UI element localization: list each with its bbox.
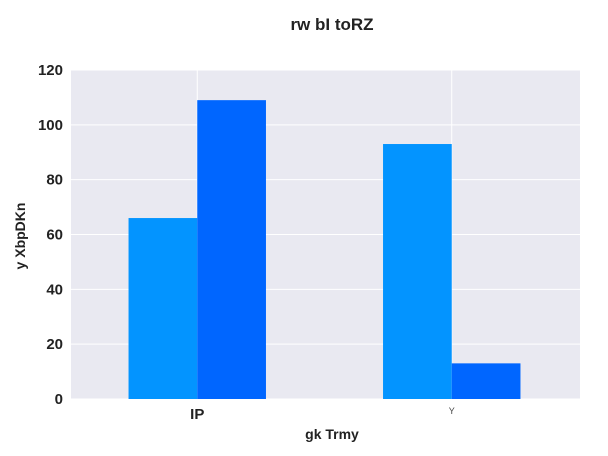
y-tick-label: 120: [38, 62, 63, 79]
y-tick-label: 60: [46, 227, 63, 244]
y-axis-ticks: 0 20 40 60 80 100 120: [38, 62, 63, 408]
y-axis-label: y XbpDKn: [12, 203, 28, 270]
y-tick-label: 100: [38, 117, 63, 134]
bar-IP-series-1: [128, 218, 198, 399]
bar-Y-series-1: [383, 144, 452, 399]
bars: [128, 100, 521, 400]
y-tick-label: 20: [46, 336, 63, 353]
y-tick-label: 80: [46, 172, 63, 189]
y-tick-label: 0: [55, 391, 63, 408]
x-axis-ticks: IP Y: [190, 406, 455, 423]
chart-title: rw bI toRZ: [290, 15, 373, 34]
bar-Y-series-2: [451, 363, 521, 399]
bar-IP-series-2: [197, 100, 266, 400]
x-axis-label: gk Trmy: [305, 426, 359, 442]
x-tick-label: Y: [449, 406, 455, 416]
y-tick-label: 40: [46, 281, 63, 298]
x-tick-label: IP: [190, 406, 204, 423]
